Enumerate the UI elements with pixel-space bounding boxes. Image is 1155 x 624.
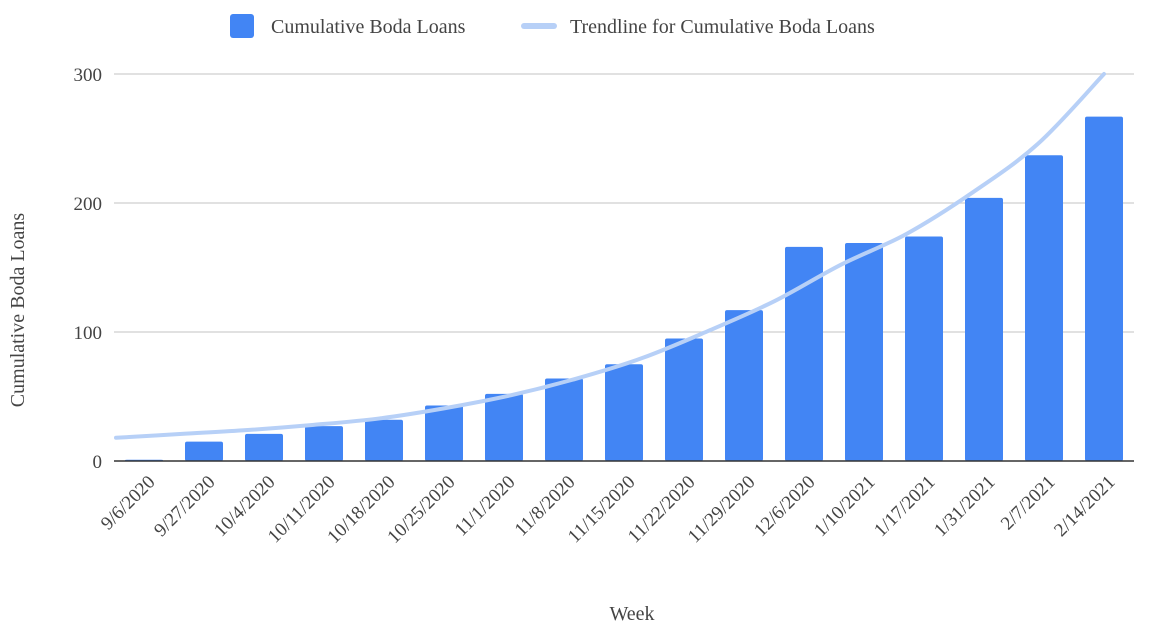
y-tick-label: 300 xyxy=(74,65,103,86)
bar xyxy=(1025,155,1063,461)
y-axis-ticks: 0 100 200 300 xyxy=(74,65,103,473)
bar xyxy=(305,426,343,461)
x-tick-label: 1/17/2021 xyxy=(870,472,939,541)
bar xyxy=(965,197,1003,461)
x-axis-title: Week xyxy=(609,603,654,624)
trendline xyxy=(114,72,1106,440)
x-tick-label: 11/1/2020 xyxy=(451,472,520,541)
trendline-path xyxy=(114,72,1106,440)
bar xyxy=(665,338,703,461)
bar xyxy=(785,246,823,461)
bar xyxy=(725,310,763,461)
x-tick-label: 2/14/2021 xyxy=(1050,472,1119,541)
legend-label-bars: Cumulative Boda Loans xyxy=(271,16,466,38)
bar xyxy=(185,441,223,461)
bar xyxy=(425,405,463,461)
bar xyxy=(545,378,583,461)
bar xyxy=(605,364,643,461)
bar xyxy=(485,393,523,461)
bar xyxy=(845,242,883,461)
x-tick-label: 9/27/2020 xyxy=(150,472,219,541)
y-axis-title: Cumulative Boda Loans xyxy=(7,213,29,408)
y-tick-label: 100 xyxy=(74,323,103,344)
x-tick-label: 12/6/2020 xyxy=(750,472,819,541)
x-tick-label: 1/31/2021 xyxy=(930,472,999,541)
y-tick-label: 0 xyxy=(93,452,103,473)
legend-swatch-bars xyxy=(230,14,254,38)
legend: Cumulative Boda Loans Trendline for Cumu… xyxy=(230,14,875,38)
x-axis-ticks: 9/6/20209/27/202010/4/202010/11/202010/1… xyxy=(97,472,1120,548)
bar xyxy=(1085,116,1123,461)
x-tick-label: 1/10/2021 xyxy=(810,472,879,541)
y-tick-label: 200 xyxy=(74,194,103,215)
bar xyxy=(245,433,283,461)
bar xyxy=(365,419,403,461)
gridlines xyxy=(114,73,1134,333)
bar xyxy=(905,236,943,461)
bars xyxy=(125,116,1123,461)
legend-label-trendline: Trendline for Cumulative Boda Loans xyxy=(570,16,875,38)
